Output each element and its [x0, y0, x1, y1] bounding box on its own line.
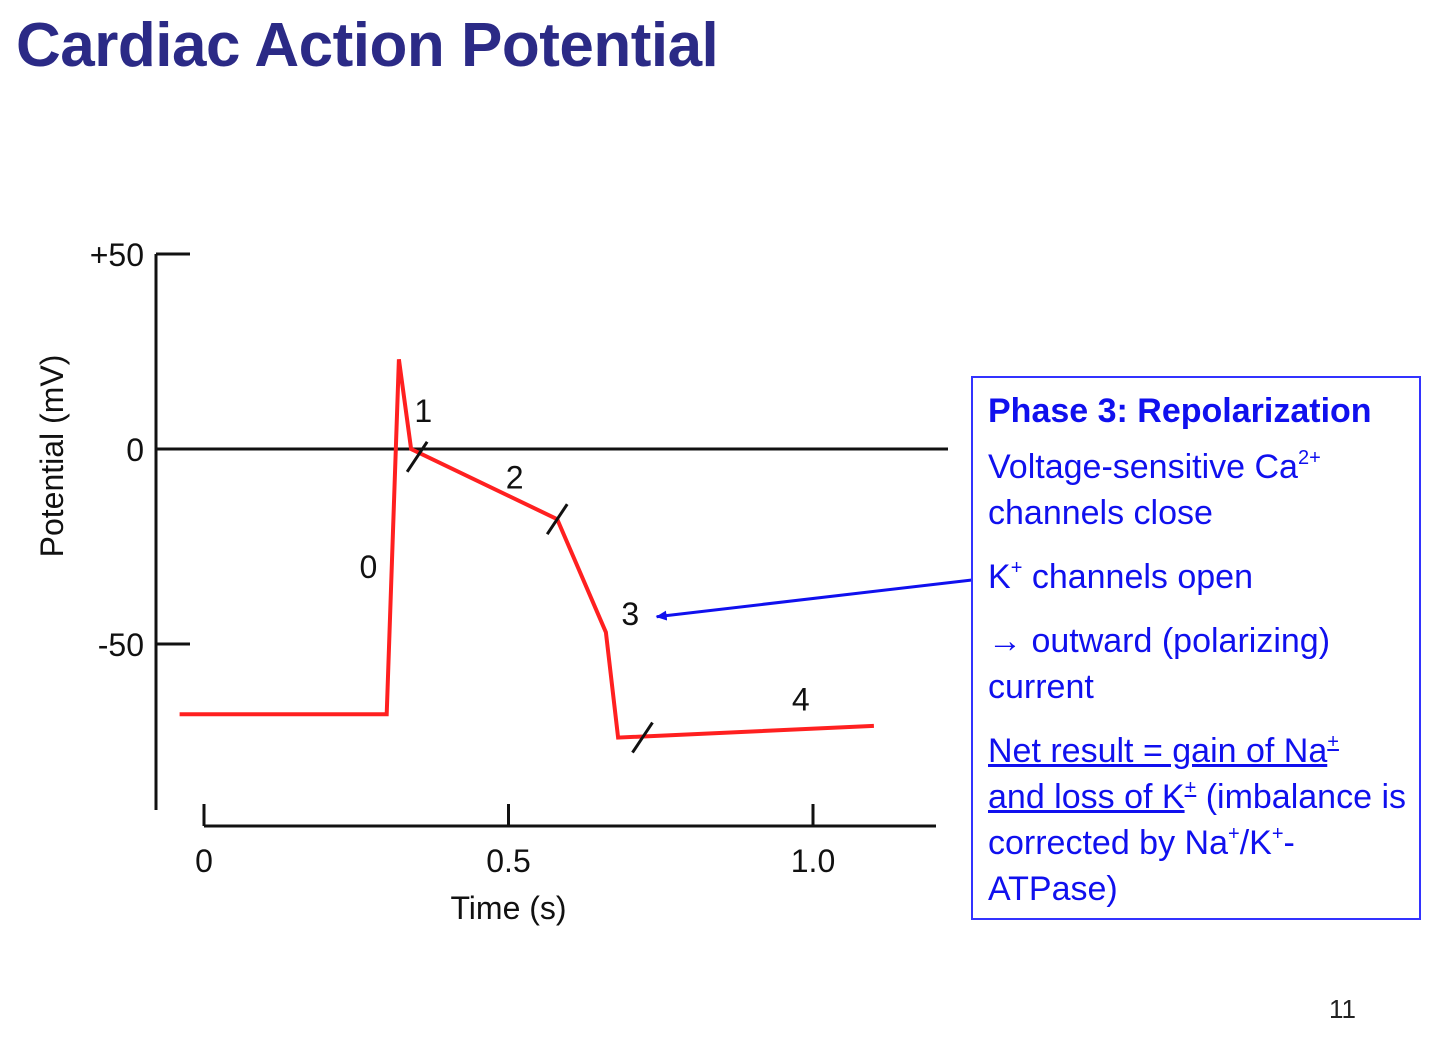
y-tick-label: +50 [90, 237, 144, 273]
action-potential-trace [179, 359, 874, 740]
phase-label-1: 1 [414, 393, 432, 429]
callout-ca-channels: Voltage-sensitive Ca2+ channels close [988, 447, 1321, 532]
phase-3-callout-box: Phase 3: Repolarization Voltage-sensitiv… [971, 376, 1421, 920]
callout-heading: Phase 3: Repolarization [988, 392, 1372, 430]
right-arrow-icon: → [988, 622, 1022, 660]
callout-net-result: Net result = gain of Na+ and loss of K+ (… [988, 731, 1406, 908]
y-axis-label: Potential (mV) [34, 355, 70, 558]
x-axis-label: Time (s) [450, 890, 566, 926]
callout-k-channels: K+ channels open [988, 557, 1254, 596]
phase-label-2: 2 [506, 459, 524, 495]
callout-outward-current: → outward (polarizing) current [988, 622, 1331, 706]
page-number: 11 [1329, 994, 1356, 1024]
phase-boundary-mark [545, 503, 569, 536]
phase-boundary-mark [405, 440, 429, 473]
y-tick-label: 0 [126, 432, 144, 468]
callout-arrow [655, 578, 973, 621]
phase-label-3: 3 [621, 596, 639, 632]
x-tick-label: 1.0 [791, 843, 835, 879]
phase-label-0: 0 [360, 549, 378, 585]
y-tick-label: -50 [98, 627, 144, 663]
slide-title: Cardiac Action Potential [16, 11, 719, 80]
x-tick-label: 0 [195, 843, 213, 879]
phase-boundary-mark [631, 721, 654, 754]
phase-label-4: 4 [792, 682, 810, 718]
x-tick-label: 0.5 [486, 843, 530, 879]
